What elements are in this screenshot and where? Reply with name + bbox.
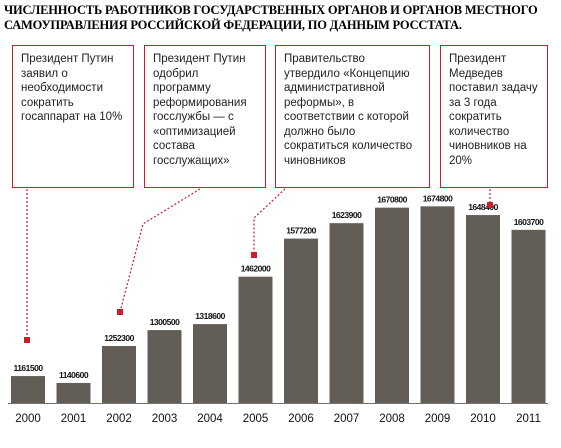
x-tick-2005: 2005 bbox=[243, 413, 269, 425]
value-label-2004: 1318600 bbox=[195, 311, 225, 321]
x-tick-labels-group: 2000 2001 2002 2003 2004 2005 2006 2007 2008 2009… bbox=[15, 413, 541, 425]
x-tick-2008: 2008 bbox=[379, 413, 405, 425]
x-tick-2003: 2003 bbox=[152, 413, 178, 425]
leader-2005 bbox=[253, 188, 286, 255]
bar-2002 bbox=[102, 346, 136, 403]
annotation-2010-text: Президент Медведев поставил задачу за 3 … bbox=[449, 53, 538, 167]
leader-2002 bbox=[119, 188, 201, 313]
annotation-2005-text: Правительство утвердило «Концепцию админ… bbox=[284, 53, 413, 167]
x-tick-2004: 2004 bbox=[197, 413, 223, 425]
value-label-2008: 1670800 bbox=[377, 195, 407, 205]
value-label-2000: 1161500 bbox=[13, 363, 43, 373]
bar-2000 bbox=[11, 376, 45, 403]
bar-2006 bbox=[284, 238, 318, 403]
x-tick-2009: 2009 bbox=[425, 413, 451, 425]
annotation-2000-text: Президент Путин заявил о необходимости с… bbox=[21, 53, 123, 123]
bars-group bbox=[11, 206, 546, 403]
x-tick-2006: 2006 bbox=[288, 413, 314, 425]
bar-2011 bbox=[511, 229, 546, 403]
leader-marker-2010 bbox=[487, 202, 493, 208]
x-tick-2001: 2001 bbox=[61, 413, 87, 425]
x-tick-2011: 2011 bbox=[516, 413, 541, 425]
value-label-2011: 1603700 bbox=[514, 217, 544, 227]
leader-marker-2005 bbox=[251, 252, 257, 258]
value-label-2009: 1674800 bbox=[423, 193, 453, 203]
chart-title: Численность работников государственных о… bbox=[4, 3, 538, 32]
bar-2008 bbox=[375, 207, 409, 403]
value-label-2001: 1140600 bbox=[59, 370, 89, 380]
x-tick-2010: 2010 bbox=[470, 413, 496, 425]
bar-2004 bbox=[193, 324, 227, 403]
x-tick-2007: 2007 bbox=[334, 413, 360, 425]
leader-marker-2002 bbox=[117, 309, 123, 315]
annotation-2002: Президент Путин одобрил программу реформ… bbox=[144, 45, 266, 188]
x-tick-2002: 2002 bbox=[106, 413, 132, 425]
annotation-2010: Президент Медведев поставил задачу за 3 … bbox=[440, 45, 548, 188]
value-label-2006: 1577200 bbox=[286, 226, 316, 236]
value-label-2010: 1648400 bbox=[468, 202, 498, 212]
value-labels-group: 1161500 1140600 1252300 1300500 1318600 14620… bbox=[13, 193, 544, 380]
bar-2001 bbox=[56, 382, 91, 403]
bar-2010 bbox=[466, 215, 500, 403]
value-label-2003: 1300500 bbox=[150, 317, 180, 327]
annotation-leaders-group bbox=[24, 188, 493, 343]
bar-2009 bbox=[420, 206, 455, 403]
value-label-2002: 1252300 bbox=[104, 333, 134, 343]
value-label-2005: 1462000 bbox=[241, 264, 271, 274]
bar-2003 bbox=[147, 330, 182, 403]
annotation-2002-text: Президент Путин одобрил программу реформ… bbox=[153, 53, 247, 167]
annotation-2005: Правительство утвердило «Концепцию админ… bbox=[275, 45, 430, 188]
value-label-2007: 1623900 bbox=[332, 210, 362, 220]
x-tick-2000: 2000 bbox=[15, 413, 41, 425]
annotation-2000: Президент Путин заявил о необходимости с… bbox=[12, 45, 134, 188]
bar-2005 bbox=[238, 276, 273, 403]
leader-marker-2000 bbox=[24, 337, 30, 343]
bar-2007 bbox=[329, 223, 364, 403]
